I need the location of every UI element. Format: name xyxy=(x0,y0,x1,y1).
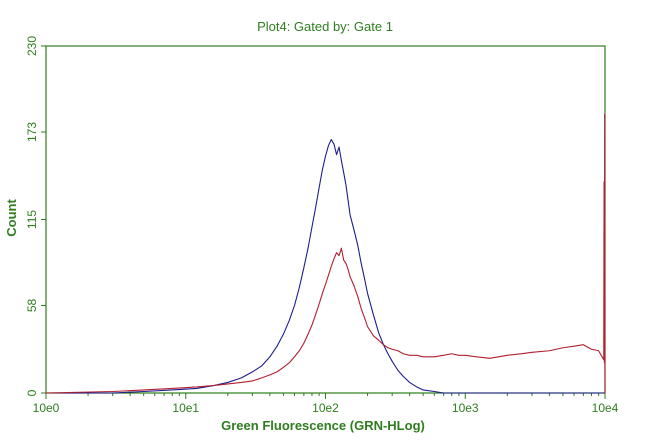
y-axis-label: Count xyxy=(4,199,19,237)
y-tick-label: 173 xyxy=(25,122,39,142)
axes-layer: 10e0 10e1 10e2 10e3 10e4 0 58 115 173 230 xyxy=(25,36,619,415)
series-layer xyxy=(45,113,606,394)
y-tick-label: 115 xyxy=(25,210,39,229)
x-axis-label: Green Fluorescence (GRN-HLog) xyxy=(221,418,425,433)
x-tick-label: 10e4 xyxy=(592,401,619,415)
x-tick-label: 10e3 xyxy=(452,401,479,415)
red-series-line xyxy=(45,113,606,394)
plot-frame xyxy=(45,45,606,394)
y-tick-label: 0 xyxy=(25,389,39,396)
x-tick-label: 10e1 xyxy=(172,401,199,415)
blue-series-line xyxy=(45,138,606,394)
x-tick-label: 10e0 xyxy=(33,401,60,415)
y-tick-label: 230 xyxy=(25,36,39,56)
x-tick-label: 10e2 xyxy=(312,401,339,415)
chart-title: Plot4: Gated by: Gate 1 xyxy=(257,19,393,34)
y-tick-label: 58 xyxy=(25,299,39,313)
